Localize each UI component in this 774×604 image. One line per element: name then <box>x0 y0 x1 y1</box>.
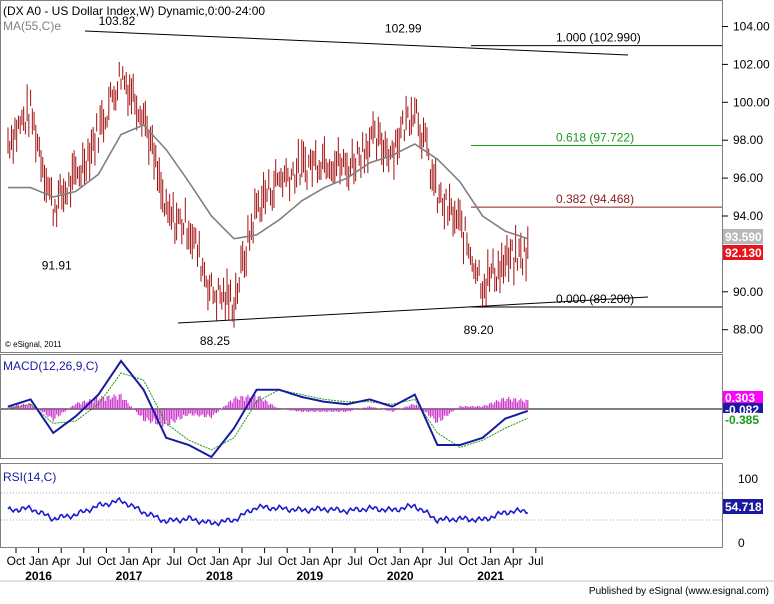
x-month-label: Oct <box>459 554 478 568</box>
upper-trendline <box>84 30 629 56</box>
y-tick-label: 88.00 <box>733 323 763 337</box>
macd-tag-text: -0.385 <box>725 413 759 427</box>
rsi-tick-100: 100 <box>738 472 758 486</box>
rsi-tag-text: 54.718 <box>725 500 762 514</box>
x-month-label: Apr <box>413 554 432 568</box>
macd-signal-line <box>7 372 529 451</box>
x-year-label: 2017 <box>116 569 143 583</box>
x-month-label: Jan <box>481 554 500 568</box>
x-month-label: Jan <box>29 554 48 568</box>
x-month-label: Jul <box>438 554 453 568</box>
main-y-axis: 104.00 102.00 100.00 98.00 96.00 94.00 90.00 88… <box>722 20 770 337</box>
x-year-label: 2016 <box>25 569 52 583</box>
lower-trendline <box>177 296 649 324</box>
x-month-label: Oct <box>97 554 116 568</box>
macd-tags: 0.303-0.082-0.385 <box>723 391 763 427</box>
x-month-label: Jul <box>167 554 182 568</box>
macd-tag-background <box>723 391 763 404</box>
x-month-label: Jul <box>76 554 91 568</box>
x-month-label: Apr <box>142 554 161 568</box>
rsi-tag-background <box>723 499 763 514</box>
annotation-high-2020: 102.99 <box>385 22 422 36</box>
macd-tag-text: 0.303 <box>725 391 755 405</box>
y-tick-label: 94.00 <box>733 209 763 223</box>
y-tick-label: 100.00 <box>733 95 770 109</box>
fib-label: 0.000 (89.200) <box>556 292 634 306</box>
x-year-label: 2018 <box>206 569 233 583</box>
x-year-label: 2020 <box>387 569 414 583</box>
footer-text: Published by eSignal (www.esignal.com) <box>589 586 769 597</box>
macd-label: MACD(12,26,9,C) <box>3 359 98 373</box>
rsi-tag: 54.718 <box>723 499 763 514</box>
annotation-low-2018: 88.25 <box>200 334 230 348</box>
price-bars <box>7 61 529 328</box>
y-tick-label: 102.00 <box>733 57 770 71</box>
price-tag-background <box>723 229 763 244</box>
copyright-text: © eSignal, 2011 <box>5 340 62 349</box>
y-tick-label: 98.00 <box>733 133 763 147</box>
macd-tag-background <box>723 413 763 426</box>
fib-label: 0.618 (97.722) <box>556 130 634 144</box>
macd-tag-background <box>723 403 763 416</box>
x-month-label: Jul <box>347 554 362 568</box>
price-tag-text: 92.130 <box>725 246 762 260</box>
price-tag-background <box>723 245 763 260</box>
x-year-label: 2019 <box>296 569 323 583</box>
macd-line <box>7 359 529 459</box>
x-month-label: Jul <box>257 554 272 568</box>
ma-legend: MA(55,C)e <box>3 19 61 33</box>
annotation-low-2016: 91.91 <box>42 259 72 273</box>
x-axis: Oct Jan Apr Jul Oct Jan Apr Jul Oct Jan Apr Jul Oct J… <box>7 548 543 583</box>
rsi-panel-frame <box>0 463 723 548</box>
rsi-label: RSI(14,C) <box>3 470 56 484</box>
x-month-label: Apr <box>52 554 71 568</box>
x-month-label: Jan <box>210 554 229 568</box>
fib-label: 0.382 (94.468) <box>556 192 634 206</box>
x-month-label: Jan <box>391 554 410 568</box>
main-panel-frame <box>0 0 723 353</box>
trend-lines <box>84 30 649 324</box>
fib-label: 1.000 (102.990) <box>556 31 641 45</box>
x-month-label: Oct <box>7 554 26 568</box>
annotation-high-2017: 103.82 <box>99 14 136 28</box>
x-month-label: Apr <box>323 554 342 568</box>
y-tick-label: 90.00 <box>733 285 763 299</box>
fib-retracement: 1.000 (102.990) 0.618 (97.722) 0.382 (94.4… <box>471 31 722 308</box>
x-month-label: Jan <box>300 554 319 568</box>
x-year-label: 2021 <box>477 569 504 583</box>
x-month-label: Jan <box>119 554 138 568</box>
chart-title: (DX A0 - US Dollar Index,W) Dynamic,0:00… <box>3 4 265 18</box>
y-tick-label: 96.00 <box>733 171 763 185</box>
annotation-low-2021: 89.20 <box>464 323 494 337</box>
x-month-label: Apr <box>233 554 252 568</box>
price-tag-text: 93.590 <box>725 230 762 244</box>
rsi-tick-0: 0 <box>738 536 745 550</box>
x-month-label: Jul <box>528 554 543 568</box>
rsi-line <box>7 496 528 527</box>
y-tick-label: 104.00 <box>733 20 770 34</box>
panel-frames <box>0 0 723 548</box>
macd-panel-frame <box>0 354 723 459</box>
x-month-label: Apr <box>504 554 523 568</box>
x-month-label: Oct <box>278 554 297 568</box>
ma-line <box>8 124 529 240</box>
x-month-label: Oct <box>368 554 387 568</box>
macd-histogram <box>7 393 529 427</box>
price-annotations: 103.82 91.91 88.25 102.99 89.20 <box>42 14 494 348</box>
price-tags: 93.590 92.130 <box>723 229 763 260</box>
x-month-label: Oct <box>187 554 206 568</box>
